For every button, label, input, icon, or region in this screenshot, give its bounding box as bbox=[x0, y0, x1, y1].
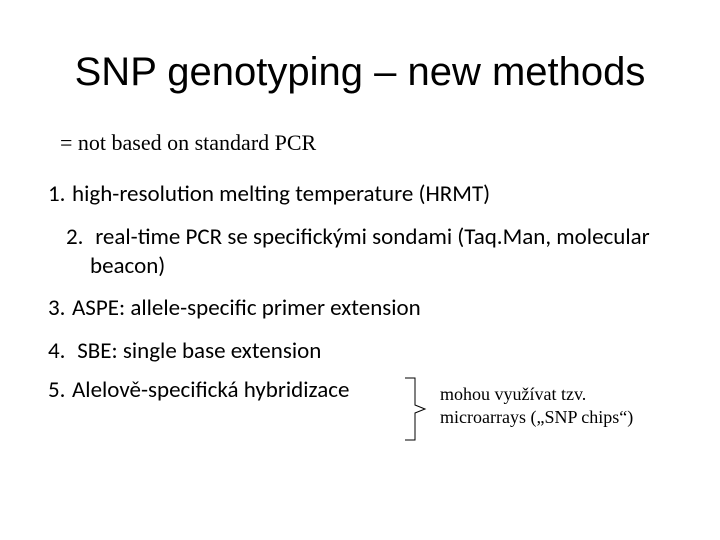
list-item: 4. SBE: single base extension bbox=[48, 337, 668, 366]
item-number: 1. bbox=[48, 180, 72, 209]
item-number: 3. bbox=[48, 294, 72, 323]
item-text: Alelově-specifická hybridizace bbox=[72, 376, 349, 404]
item-text: ASPE: allele-specific primer extension bbox=[72, 294, 421, 322]
list-item: 2. real-time PCR se specifickými sondami… bbox=[48, 223, 668, 281]
item-number: 4. bbox=[48, 337, 72, 366]
slide-title: SNP genotyping – new methods bbox=[0, 50, 720, 94]
item-number: 5. bbox=[48, 376, 72, 405]
slide: SNP genotyping – new methods = not based… bbox=[0, 0, 720, 540]
item-text: high-resolution melting temperature (HRM… bbox=[72, 180, 490, 208]
item-text: real-time PCR se specifickými sondami (T… bbox=[90, 223, 650, 280]
bracket-icon bbox=[401, 374, 431, 444]
annotation-note: mohou využívat tzv. microarrays („SNP ch… bbox=[440, 383, 670, 428]
list-item: 1.high-resolution melting temperature (H… bbox=[48, 180, 668, 209]
slide-subtitle: = not based on standard PCR bbox=[60, 130, 316, 156]
list-item: 3.ASPE: allele-specific primer extension bbox=[48, 294, 668, 323]
item-text: SBE: single base extension bbox=[77, 337, 321, 365]
item-number: 2. bbox=[66, 223, 90, 252]
